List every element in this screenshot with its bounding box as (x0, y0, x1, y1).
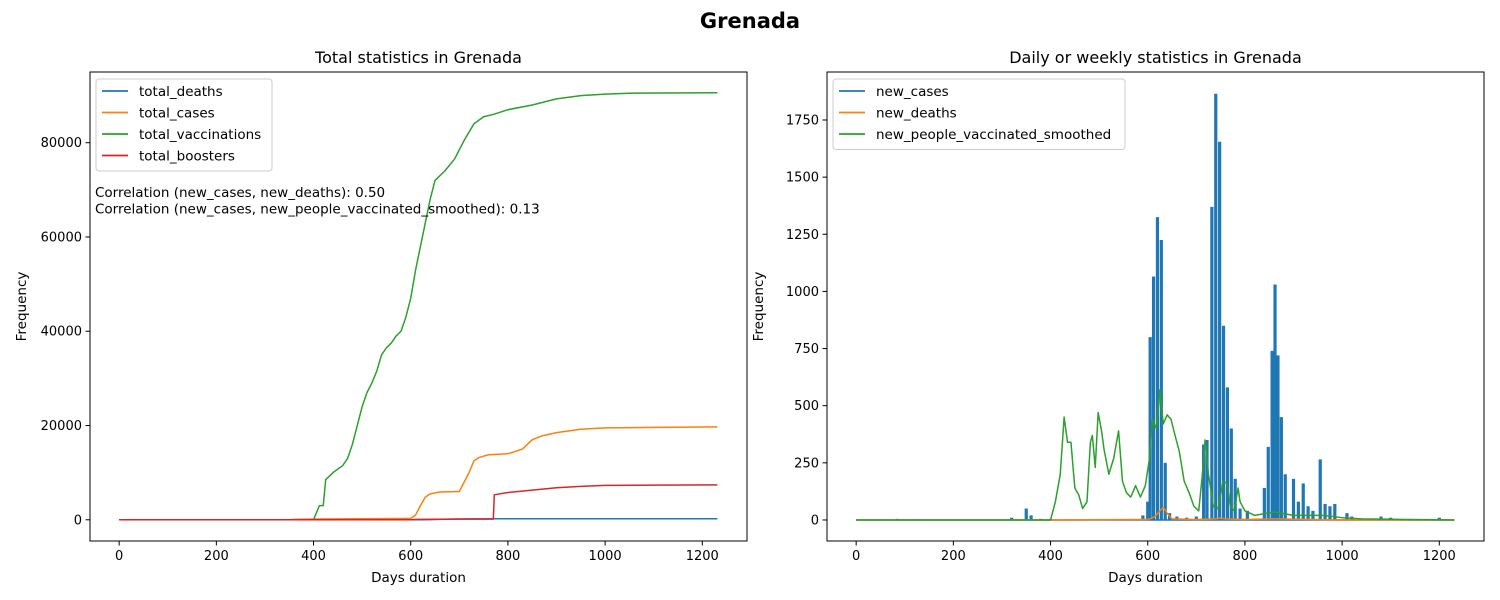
y-axis-label: Frequency (14, 272, 30, 342)
y-tick-label: 1000 (786, 285, 819, 300)
y-tick-label: 20000 (41, 419, 82, 434)
series-total-boosters (119, 484, 718, 521)
y-tick-label: 0 (74, 513, 82, 528)
series-group (119, 91, 718, 521)
x-tick-label: 800 (496, 549, 521, 564)
y-tick-label: 1500 (786, 171, 819, 186)
series-line (856, 388, 1455, 521)
y-tick-label: 1750 (786, 113, 819, 128)
series-total-vaccinations (119, 91, 718, 521)
legend-box (832, 78, 1126, 150)
series-new-cases (856, 93, 1455, 521)
x-tick-label: 600 (1135, 549, 1160, 564)
y-axis-label: Frequency (751, 272, 767, 342)
series-new-deaths (856, 506, 1455, 521)
x-tick-label: 800 (1233, 549, 1258, 564)
chart-title: Daily or weekly statistics in Grenada (1009, 48, 1302, 67)
series-line (119, 426, 718, 521)
x-tick-label: 1200 (686, 549, 719, 564)
y-tick-label: 80000 (41, 136, 82, 151)
legend: total_deaths total_cases total_vaccination… (95, 78, 273, 172)
series-line (856, 506, 1455, 521)
x-axis-label: Days duration (371, 570, 466, 586)
y-tick-label: 750 (794, 342, 819, 357)
x-axis-label: Days duration (1108, 570, 1203, 586)
x-tick-label: 600 (398, 549, 423, 564)
x-tick-label: 1000 (589, 549, 622, 564)
x-tick-label: 0 (115, 549, 123, 564)
series-group (856, 93, 1455, 521)
legend-label: new_people_vaccinated_smoothed (876, 127, 1111, 143)
legend-label: total_boosters (139, 149, 235, 165)
legend-label: new_cases (876, 84, 949, 100)
y-tick-label: 40000 (41, 325, 82, 340)
legend-box (95, 78, 273, 172)
x-tick-label: 1200 (1423, 549, 1456, 564)
x-tick-label: 0 (852, 549, 860, 564)
series-new-people-vaccinated-smoothed (856, 388, 1455, 521)
x-tick-label: 400 (1038, 549, 1063, 564)
plot-frame (826, 71, 1485, 542)
series-line (119, 484, 718, 521)
y-tick-label: 1250 (786, 228, 819, 243)
x-tick-label: 200 (204, 549, 229, 564)
series-total-cases (119, 426, 718, 521)
x-tick-label: 200 (941, 549, 966, 564)
series-line (119, 91, 718, 521)
legend-label: total_cases (139, 106, 215, 122)
chart-title: Total statistics in Grenada (314, 48, 522, 67)
correlation-annotation: Correlation (new_cases, new_people_vacci… (95, 202, 540, 218)
daily-statistics-chart: Daily or weekly statistics in Grenada 0 20… (751, 48, 1485, 586)
y-tick-label: 500 (794, 399, 819, 414)
x-tick-label: 400 (301, 549, 326, 564)
x-tick-label: 1000 (1326, 549, 1359, 564)
plot-frame (89, 71, 748, 542)
legend-label: new_deaths (876, 106, 957, 122)
y-tick-label: 250 (794, 456, 819, 471)
legend-label: total_deaths (139, 84, 223, 100)
legend-label: total_vaccinations (139, 127, 261, 143)
legend: new_cases new_deaths new_people_vaccinated… (832, 78, 1126, 150)
total-statistics-chart: Total statistics in Grenada 0 200 400 600 800… (14, 48, 748, 586)
y-tick-label: 0 (811, 513, 819, 528)
correlation-annotation: Correlation (new_cases, new_deaths): 0.5… (95, 185, 385, 201)
y-tick-label: 60000 (41, 230, 82, 245)
figure-title: Grenada (700, 9, 800, 33)
